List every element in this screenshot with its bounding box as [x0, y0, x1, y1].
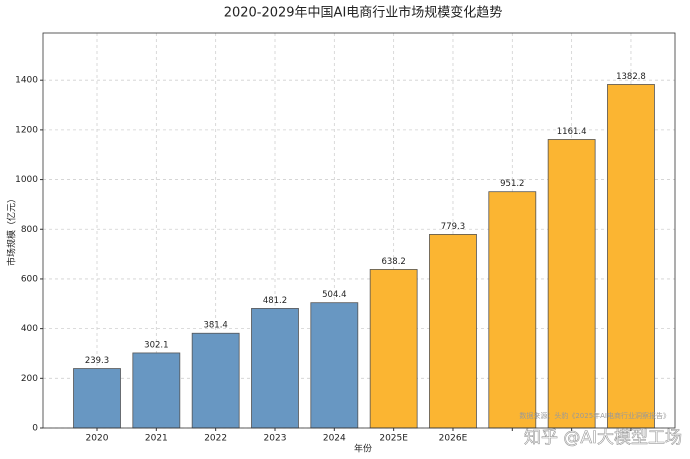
y-tick-label: 1000 [15, 175, 38, 185]
y-axis-label: 市场规模（亿元） [6, 194, 18, 266]
y-tick-label: 1200 [15, 125, 38, 135]
bar [488, 191, 537, 429]
chart-title: 2020-2029年中国AI电商行业市场规模变化趋势 [224, 5, 503, 21]
data-label: 302.1 [144, 340, 168, 350]
plot-frame [42, 32, 676, 429]
x-tick-label: 2023 [264, 434, 287, 444]
y-tick-label: 800 [21, 225, 38, 235]
data-label: 381.4 [203, 321, 227, 331]
x-tick-label: 2025E [379, 434, 408, 444]
x-tick-label: 2020 [86, 434, 109, 444]
bar [429, 234, 477, 429]
x-tick-label: 2024 [323, 434, 346, 444]
bar [132, 352, 181, 429]
data-label: 638.2 [381, 257, 405, 267]
y-tick-label: 200 [21, 374, 38, 384]
bar [547, 139, 596, 429]
x-tick-label: 2026E [439, 434, 468, 444]
data-label: 1161.4 [557, 127, 587, 137]
bar [73, 368, 121, 429]
data-label: 504.4 [322, 290, 346, 300]
data-label: 1382.8 [616, 72, 646, 82]
bar [607, 84, 655, 429]
y-tick-label: 400 [21, 324, 38, 334]
y-tick-label: 1400 [15, 76, 38, 86]
source-note: 数据来源：头豹《2025年AI电商行业洞察报告》 [519, 411, 670, 420]
x-tick-label: 2022 [204, 434, 227, 444]
x-axis-label: 年份 [354, 443, 372, 455]
y-tick-label: 600 [21, 274, 38, 284]
watermark: 知乎 @AI大模型工场 [524, 428, 682, 448]
bar [369, 269, 418, 429]
data-label: 481.2 [263, 296, 287, 306]
x-tick-label: 2021 [145, 434, 168, 444]
data-label: 239.3 [85, 356, 109, 366]
bar [191, 332, 240, 429]
y-tick-label: 0 [32, 424, 38, 434]
bar [251, 308, 299, 429]
data-label: 951.2 [500, 179, 524, 189]
bar [310, 302, 359, 429]
data-label: 779.3 [441, 222, 465, 232]
